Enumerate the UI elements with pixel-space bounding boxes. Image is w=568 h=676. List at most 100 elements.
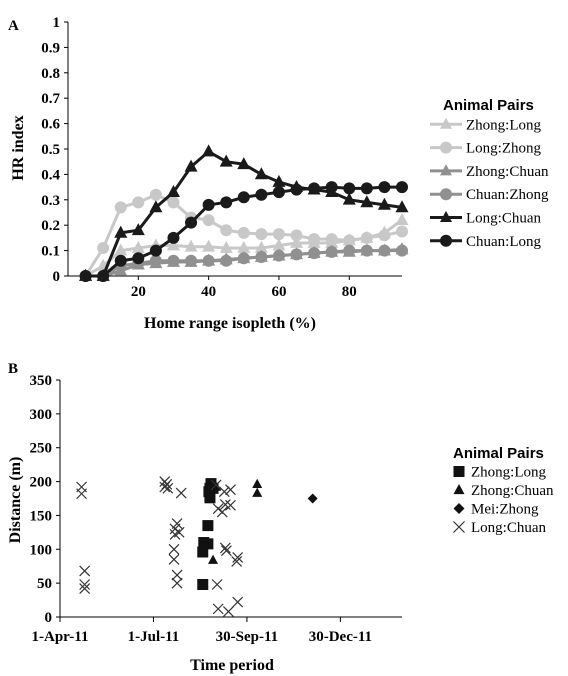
panel-b-ytick-label: 200 bbox=[30, 475, 53, 491]
panel-a-legend-title: Animal Pairs bbox=[443, 97, 534, 114]
panel-b: B 0 50 100 150 200 250 300 350 1-Apr-11 1-Jul-11 3… bbox=[7, 361, 554, 674]
data-point bbox=[252, 487, 263, 497]
legend-label: Long:Chuan bbox=[466, 211, 541, 227]
data-point bbox=[171, 569, 183, 581]
panel-b-legend: Animal Pairs Zhong:Long Zhong:Chuan Mei:Zh… bbox=[453, 445, 554, 536]
series-long-chuan bbox=[76, 476, 244, 618]
data-point bbox=[395, 212, 409, 225]
data-point bbox=[184, 159, 198, 172]
series-chuan-zhong bbox=[79, 244, 408, 282]
data-point bbox=[168, 543, 180, 555]
data-point bbox=[79, 583, 91, 594]
data-point bbox=[202, 520, 214, 532]
data-point bbox=[149, 244, 162, 257]
series-zhong-long bbox=[79, 212, 409, 281]
legend-label: Chuan:Zhong bbox=[466, 187, 549, 203]
legend-marker bbox=[453, 521, 465, 533]
data-point bbox=[232, 551, 244, 563]
data-point bbox=[173, 526, 185, 538]
data-point bbox=[218, 486, 230, 498]
panel-b-xtick-label: 1-Jul-11 bbox=[128, 629, 180, 645]
panel-a-xtick-label: 20 bbox=[131, 284, 146, 300]
legend-marker bbox=[440, 188, 452, 201]
data-point bbox=[254, 240, 268, 253]
data-point bbox=[220, 254, 233, 267]
data-point bbox=[219, 154, 233, 167]
data-point bbox=[184, 239, 198, 252]
data-point bbox=[225, 484, 236, 496]
legend-marker bbox=[440, 164, 452, 176]
series-chuan-long bbox=[79, 181, 408, 282]
legend-entry: Long:Zhong bbox=[430, 141, 541, 157]
legend-marker bbox=[440, 117, 452, 129]
data-point bbox=[220, 545, 232, 557]
data-point bbox=[202, 214, 215, 227]
data-point bbox=[225, 499, 236, 511]
data-point bbox=[255, 188, 268, 201]
legend-marker bbox=[440, 141, 452, 154]
data-point bbox=[290, 229, 303, 242]
data-point bbox=[169, 528, 181, 540]
data-point bbox=[197, 546, 209, 558]
series-mei-zhong bbox=[307, 493, 318, 504]
data-point bbox=[378, 229, 391, 242]
panel-b-ytick-label: 50 bbox=[37, 576, 52, 592]
data-point bbox=[166, 185, 180, 198]
data-point bbox=[272, 228, 285, 241]
data-point bbox=[343, 182, 356, 195]
data-point bbox=[360, 195, 374, 208]
data-point bbox=[132, 196, 145, 209]
panel-a-ytick-label: 0.8 bbox=[41, 66, 60, 82]
data-point bbox=[342, 192, 356, 205]
legend-entry: Chuan:Long bbox=[430, 234, 541, 250]
panel-a-ytick-label: 0 bbox=[53, 269, 61, 285]
data-point bbox=[185, 254, 198, 267]
data-point bbox=[237, 157, 251, 170]
data-point bbox=[167, 231, 180, 244]
panel-a-xtick-label: 60 bbox=[271, 284, 286, 300]
panel-a-ytick-label: 0.2 bbox=[41, 218, 60, 234]
legend-entry: Long:Chuan bbox=[430, 211, 541, 227]
data-point bbox=[308, 247, 321, 260]
panel-b-series bbox=[76, 476, 318, 618]
legend-entry: Zhong:Chuan bbox=[430, 164, 549, 180]
data-point bbox=[220, 224, 233, 237]
data-point bbox=[272, 186, 285, 199]
data-point bbox=[202, 538, 214, 550]
data-point bbox=[290, 248, 303, 261]
data-point bbox=[232, 596, 244, 608]
data-point bbox=[79, 579, 91, 590]
legend-label: Zhong:Chuan bbox=[471, 483, 554, 499]
data-point bbox=[252, 478, 263, 489]
panel-a-xtick-label: 40 bbox=[201, 284, 216, 300]
panel-a-ytick-label: 0.1 bbox=[41, 244, 60, 260]
data-point bbox=[396, 181, 408, 194]
panel-b-ytick-label: 250 bbox=[30, 441, 53, 457]
data-point bbox=[360, 231, 373, 244]
data-point bbox=[396, 225, 408, 238]
panel-b-legend-title: Animal Pairs bbox=[453, 445, 544, 462]
legend-marker bbox=[453, 483, 465, 495]
legend-marker bbox=[453, 503, 465, 514]
legend-label: Zhong:Long bbox=[471, 465, 546, 481]
data-point bbox=[308, 182, 321, 195]
legend-entry: Chuan:Zhong bbox=[430, 187, 549, 203]
data-point bbox=[114, 243, 128, 256]
data-point bbox=[237, 240, 251, 253]
data-point bbox=[216, 506, 228, 518]
legend-marker bbox=[440, 210, 452, 222]
panel-a-ytick-label: 1 bbox=[53, 15, 61, 31]
data-point bbox=[97, 270, 110, 282]
data-point bbox=[161, 478, 173, 490]
data-point bbox=[219, 240, 233, 253]
data-point bbox=[208, 554, 219, 564]
data-point bbox=[197, 578, 209, 590]
series-long-chuan bbox=[79, 144, 409, 281]
data-point bbox=[202, 144, 216, 157]
panel-a-axes: 0 0.1 0.2 0.3 0.4 0.5 0.6 0.7 0.8 0.9 1 20 40 60 80 bbox=[41, 15, 402, 300]
data-point bbox=[378, 181, 391, 194]
data-point bbox=[171, 518, 183, 529]
data-point bbox=[210, 479, 222, 491]
data-point bbox=[149, 254, 162, 267]
